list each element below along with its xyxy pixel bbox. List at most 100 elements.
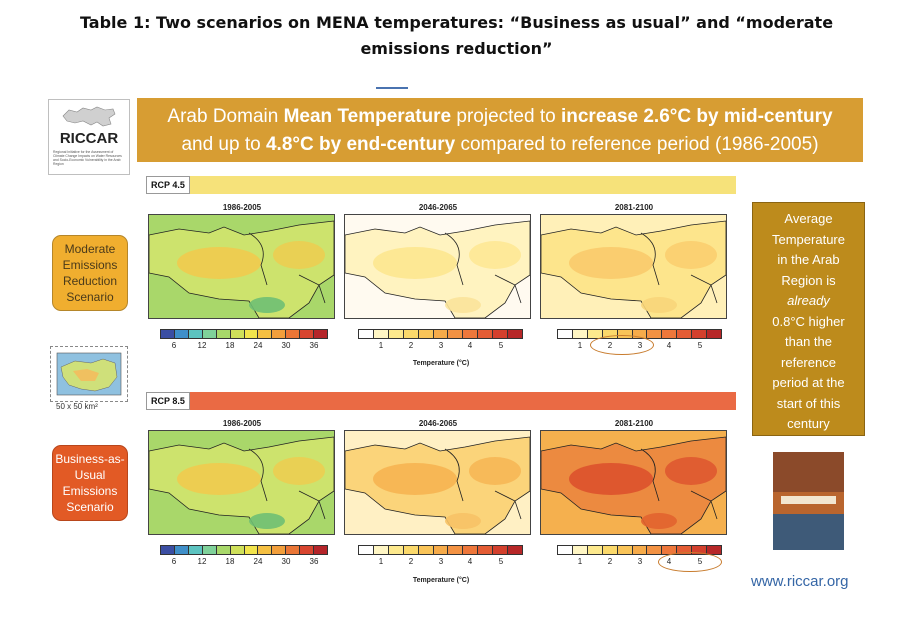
map-coast	[690, 274, 718, 304]
colorbar-tick: 36	[309, 341, 319, 350]
colorbar-swatch	[587, 330, 603, 338]
colorbar-swatch	[433, 546, 449, 554]
colorbar-tick: 36	[309, 557, 319, 566]
colorbar-swatch	[493, 546, 509, 554]
colorbar-swatch	[677, 546, 693, 554]
colorbar-ticks-absolute-2: 6 12 18 24 30 36	[160, 557, 328, 567]
colorbar-absolute-2	[160, 545, 328, 555]
colorbar-swatch	[632, 546, 648, 554]
map-hot-zone	[665, 457, 717, 485]
colorbar-tick: 12	[197, 341, 207, 350]
map-coast	[640, 232, 660, 286]
map-hot-zone	[177, 463, 261, 495]
colorbar-swatch	[230, 546, 245, 554]
colorbar-change-4	[557, 545, 722, 555]
banner-line-1: Arab Domain Mean Temperature projected t…	[167, 106, 833, 127]
rcp45-bar: RCP 4.5	[146, 176, 736, 194]
thumbnail-caption: 50 x 50 km²	[56, 402, 98, 411]
colorbar-swatch	[188, 546, 203, 554]
colorbar-swatch	[707, 546, 721, 554]
colorbar-swatch	[161, 546, 175, 554]
caption-line-1: Table 1: Two scenarios on MENA temperatu…	[79, 13, 834, 32]
colorbar-swatch	[478, 330, 494, 338]
map-hot-zone	[273, 457, 325, 485]
colorbar-ticks-absolute-1: 6 12 18 24 30 36	[160, 341, 328, 351]
map-hot-zone	[177, 247, 261, 279]
rcp85-period-2: 2046-2065	[418, 419, 458, 428]
colorbar-tick: 1	[577, 557, 583, 566]
colorbar-swatch	[403, 330, 419, 338]
colorbar-swatch	[314, 330, 328, 338]
colorbar-tick: 4	[666, 341, 672, 350]
colorbar-swatch	[174, 546, 189, 554]
colorbar-tick: 2	[408, 557, 414, 566]
colorbar-swatch	[558, 546, 573, 554]
colorbar-absolute-1	[160, 329, 328, 339]
rcp45-label: RCP 4.5	[146, 176, 190, 194]
colorbar-swatch	[418, 330, 434, 338]
colorbar-swatch	[617, 330, 633, 338]
map-coast	[640, 448, 660, 502]
colorbar-swatch	[403, 546, 419, 554]
map-hot-zone	[469, 457, 521, 485]
map-coast	[494, 274, 522, 304]
colorbar-swatch	[662, 546, 678, 554]
colorbar-swatch	[662, 330, 678, 338]
map-coast	[298, 274, 326, 304]
arab-region-map-icon	[62, 106, 116, 127]
axis-label-1: Temperature (°C)	[412, 360, 470, 367]
highlight-ring-rcp85	[658, 552, 722, 572]
caption-line-2: emissions reduction”	[360, 39, 553, 58]
map-hot-zone	[665, 241, 717, 269]
map-coast	[248, 232, 268, 286]
colorbar-swatch	[188, 330, 203, 338]
colorbar-swatch	[478, 546, 494, 554]
colorbar-tick: 4	[467, 341, 473, 350]
map-coast	[248, 448, 268, 502]
colorbar-tick: 24	[253, 341, 263, 350]
colorbar-swatch	[448, 330, 464, 338]
colorbar-swatch	[373, 546, 389, 554]
map-rcp45-baseline	[148, 214, 335, 319]
rcp85-period-3: 2081-2100	[614, 419, 654, 428]
scenario-moderate: Moderate Emissions Reduction Scenario	[52, 235, 128, 311]
colorbar-swatch	[230, 330, 245, 338]
colorbar-swatch	[508, 330, 522, 338]
table-caption: Table 1: Two scenarios on MENA temperatu…	[0, 10, 913, 62]
colorbar-swatch	[647, 546, 663, 554]
colorbar-swatch	[493, 330, 509, 338]
map-south-zone	[249, 513, 285, 529]
colorbar-swatch	[244, 546, 259, 554]
map-coast	[494, 490, 522, 520]
colorbar-tick: 12	[197, 557, 207, 566]
colorbar-swatch	[572, 330, 588, 338]
rcp45-period-2: 2046-2065	[418, 203, 458, 212]
colorbar-swatch	[314, 546, 328, 554]
map-hot-zone	[373, 247, 457, 279]
colorbar-tick: 6	[171, 557, 177, 566]
colorbar-swatch	[244, 330, 259, 338]
colorbar-swatch	[258, 330, 273, 338]
colorbar-tick: 6	[171, 341, 177, 350]
map-hot-zone	[569, 247, 653, 279]
colorbar-tick: 3	[637, 557, 643, 566]
map-coast	[444, 448, 464, 502]
banner-line-2: and up to 4.8°C by end-century compared …	[181, 134, 819, 155]
colorbar-swatch	[286, 546, 301, 554]
logo-subtitle: Regional Initiative for the Assessment o…	[53, 150, 122, 166]
colorbar-swatch	[647, 330, 663, 338]
map-rcp45-end	[540, 214, 727, 319]
colorbar-swatch	[300, 546, 315, 554]
map-south-zone	[445, 513, 481, 529]
colorbar-ticks-change-1: 1 2 3 4 5	[358, 341, 523, 351]
colorbar-swatch	[572, 546, 588, 554]
colorbar-swatch	[300, 330, 315, 338]
colorbar-swatch	[388, 330, 404, 338]
colorbar-swatch	[463, 330, 479, 338]
map-hot-zone	[469, 241, 521, 269]
highlight-ring-rcp45	[590, 335, 654, 355]
map-coast	[298, 490, 326, 520]
website-link[interactable]: www.riccar.org	[751, 573, 849, 590]
domain-thumbnail	[50, 346, 128, 402]
map-hot-zone	[273, 241, 325, 269]
